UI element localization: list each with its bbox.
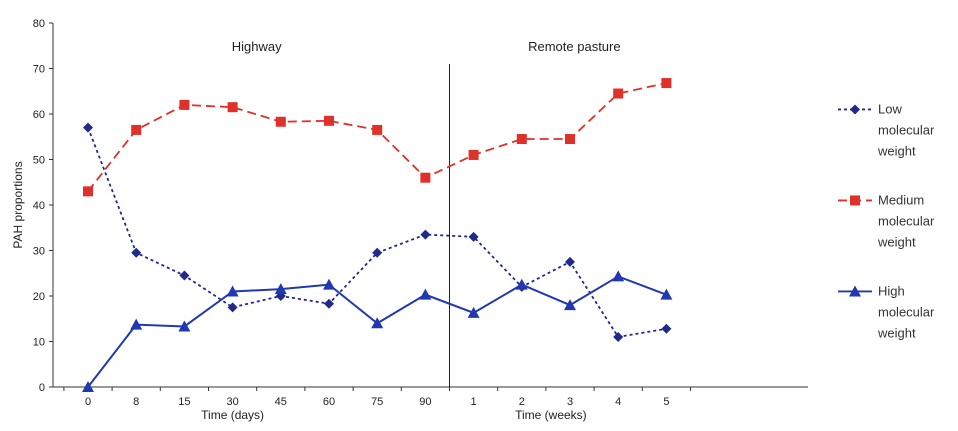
legend-label: Medium xyxy=(878,192,924,207)
data-point xyxy=(227,302,238,313)
x-tick-label: 45 xyxy=(275,396,287,408)
data-point xyxy=(565,134,575,145)
y-tick-label: 40 xyxy=(33,200,45,212)
data-point xyxy=(275,116,286,127)
series-2 xyxy=(83,78,672,197)
section-annotation: Highway xyxy=(232,39,282,54)
data-point xyxy=(420,172,431,183)
x-tick-label: 2 xyxy=(519,396,525,408)
legend-label: weight xyxy=(877,234,916,249)
x-tick-label: 0 xyxy=(85,396,91,408)
data-point xyxy=(324,298,334,309)
data-point xyxy=(179,270,190,281)
data-point xyxy=(131,124,142,135)
legend-entry: High molecular weight xyxy=(838,283,935,340)
series-line xyxy=(87,127,667,338)
y-tick-label: 50 xyxy=(33,155,45,167)
y-tick-label: 70 xyxy=(33,64,45,76)
y-tick-label: 0 xyxy=(39,382,45,394)
legend-label: weight xyxy=(877,143,916,158)
legend-marker xyxy=(849,285,861,297)
data-point xyxy=(613,88,624,99)
data-point xyxy=(564,299,576,311)
legend: LowmolecularweightMediummolecularweightH… xyxy=(838,101,935,340)
x-tick-label: 1 xyxy=(471,396,477,408)
y-tick-label: 80 xyxy=(33,18,45,30)
data-point xyxy=(324,115,334,126)
data-point xyxy=(371,317,384,329)
y-tick-label: 20 xyxy=(33,291,45,303)
data-point xyxy=(131,247,142,258)
section-annotation: Remote pasture xyxy=(528,39,621,54)
data-point xyxy=(613,331,624,342)
legend-marker xyxy=(850,104,860,115)
data-point xyxy=(660,288,673,300)
series-line xyxy=(87,82,667,192)
data-point xyxy=(565,256,575,267)
legend-marker xyxy=(850,195,860,206)
legend-label: molecular xyxy=(878,213,935,228)
x-tick-label: 5 xyxy=(663,396,669,408)
x-axis-label: Time (days) xyxy=(201,408,264,422)
x-axis-label: Time (weeks) xyxy=(515,408,587,422)
data-point xyxy=(516,134,527,145)
data-point xyxy=(661,78,672,89)
data-point xyxy=(420,229,431,240)
legend-label: molecular xyxy=(878,122,935,137)
data-point xyxy=(372,124,383,135)
data-point xyxy=(468,231,479,242)
legend-label: weight xyxy=(877,325,916,340)
data-point xyxy=(178,320,191,332)
data-point xyxy=(467,306,480,318)
data-point xyxy=(179,99,190,110)
x-tick-label: 4 xyxy=(615,396,621,408)
x-tick-label: 60 xyxy=(323,396,335,408)
legend-label: High xyxy=(878,283,905,298)
data-point xyxy=(227,102,238,113)
x-tick-label: 15 xyxy=(178,396,190,408)
x-tick-label: 75 xyxy=(371,396,383,408)
y-tick-label: 30 xyxy=(33,246,45,258)
data-point xyxy=(661,323,672,334)
data-point xyxy=(226,285,239,297)
x-tick-label: 8 xyxy=(133,396,139,408)
data-point xyxy=(83,186,93,197)
data-point xyxy=(468,149,479,160)
series-3 xyxy=(82,270,673,392)
data-point xyxy=(419,288,432,300)
legend-entry: Low molecular weight xyxy=(838,101,935,158)
y-axis-label: PAH proportions xyxy=(11,161,25,248)
data-point xyxy=(82,381,94,392)
series-1 xyxy=(83,122,672,342)
data-point xyxy=(83,122,93,133)
data-point xyxy=(612,270,625,282)
x-tick-label: 90 xyxy=(419,396,431,408)
series-line xyxy=(87,275,667,388)
y-tick-label: 60 xyxy=(33,109,45,121)
x-tick-label: 3 xyxy=(567,396,573,408)
data-point xyxy=(130,318,143,330)
data-point xyxy=(274,283,287,295)
data-point xyxy=(323,278,335,290)
legend-label: Low xyxy=(878,101,902,116)
x-tick-label: 30 xyxy=(226,396,238,408)
y-tick-label: 10 xyxy=(33,337,45,349)
legend-entry: Medium molecular weight xyxy=(838,192,935,249)
data-point xyxy=(515,278,528,290)
data-point xyxy=(372,247,383,258)
legend-label: molecular xyxy=(878,304,935,319)
